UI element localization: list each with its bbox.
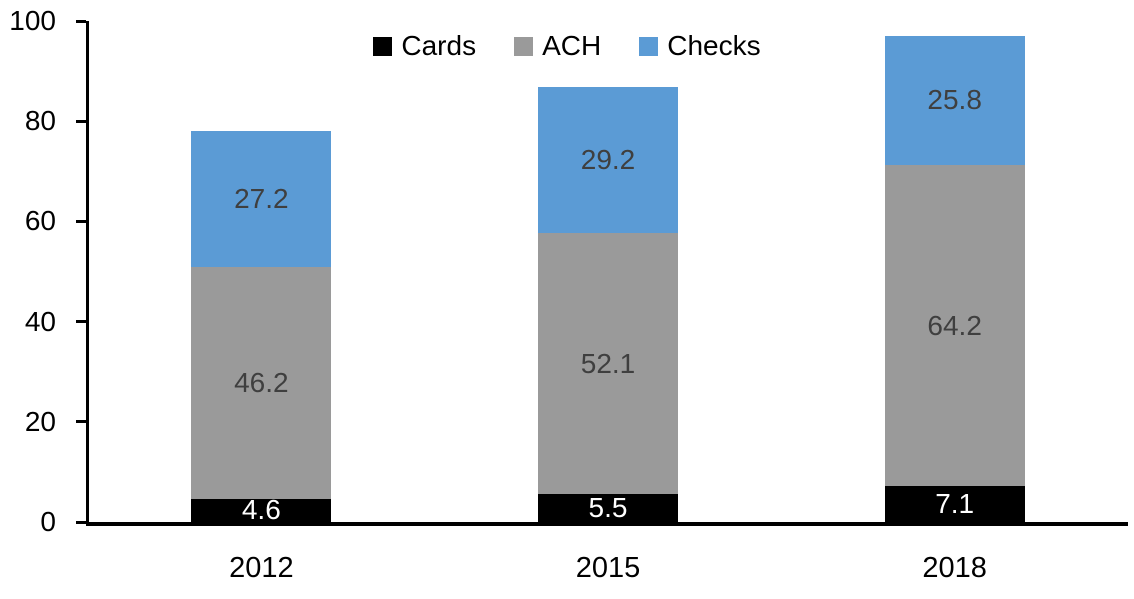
y-axis-tick-mark [76, 19, 86, 23]
bar-segment-checks-2015 [538, 87, 678, 234]
legend-item-checks: Checks [639, 29, 761, 63]
legend-swatch-icon [373, 36, 393, 56]
data-label-ach-2012: 46.2 [234, 367, 289, 399]
y-axis-tick-mark [76, 119, 86, 123]
x-axis-label-2018: 2018 [922, 552, 987, 584]
y-axis-line [86, 21, 89, 526]
bar-segment-checks-2018 [884, 35, 1025, 165]
data-label-checks-2018: 25.8 [927, 84, 982, 116]
y-axis-tick-label: 40 [24, 305, 56, 337]
y-axis-tick-mark [76, 320, 86, 324]
x-axis-label-2015: 2015 [575, 552, 641, 584]
bar-segment-cards-2018 [884, 486, 1025, 522]
y-axis-tick-mark [76, 420, 86, 424]
bar-segment-cards-2015 [538, 494, 678, 522]
y-axis-tick-label: 100 [9, 5, 56, 36]
legend-item-cards: Cards [373, 29, 476, 63]
bar-segment-ach-2012 [191, 267, 332, 499]
y-axis-tick-label: 20 [24, 405, 56, 437]
data-label-checks-2012: 27.2 [234, 183, 289, 215]
y-axis-tick-mark [76, 520, 86, 524]
bar-segment-checks-2012 [191, 131, 332, 268]
data-label-cards-2015: 5.5 [588, 492, 628, 524]
legend-label: Checks [667, 30, 761, 61]
y-axis-tick-label: 80 [24, 105, 56, 137]
data-label-cards-2018: 7.1 [935, 488, 975, 520]
data-label-cards-2012: 4.6 [241, 494, 281, 526]
x-axis-line [86, 522, 1128, 526]
data-label-ach-2018: 64.2 [927, 309, 982, 341]
legend-label: Cards [401, 30, 477, 61]
bar-segment-ach-2018 [884, 164, 1025, 487]
x-axis-label-2012: 2012 [229, 552, 294, 584]
y-axis-tick-label: 0 [40, 506, 56, 537]
legend-swatch-icon [639, 36, 659, 56]
legend-label: ACH [542, 30, 602, 61]
legend-swatch-icon [514, 36, 534, 56]
data-label-checks-2015: 29.2 [580, 144, 636, 176]
legend-item-ach: ACH [514, 29, 601, 63]
bar-segment-ach-2015 [538, 233, 678, 495]
data-label-ach-2015: 52.1 [580, 347, 636, 379]
y-axis-tick-label: 60 [24, 205, 56, 237]
y-axis-tick-mark [76, 219, 86, 223]
bar-segment-cards-2012 [191, 498, 332, 522]
